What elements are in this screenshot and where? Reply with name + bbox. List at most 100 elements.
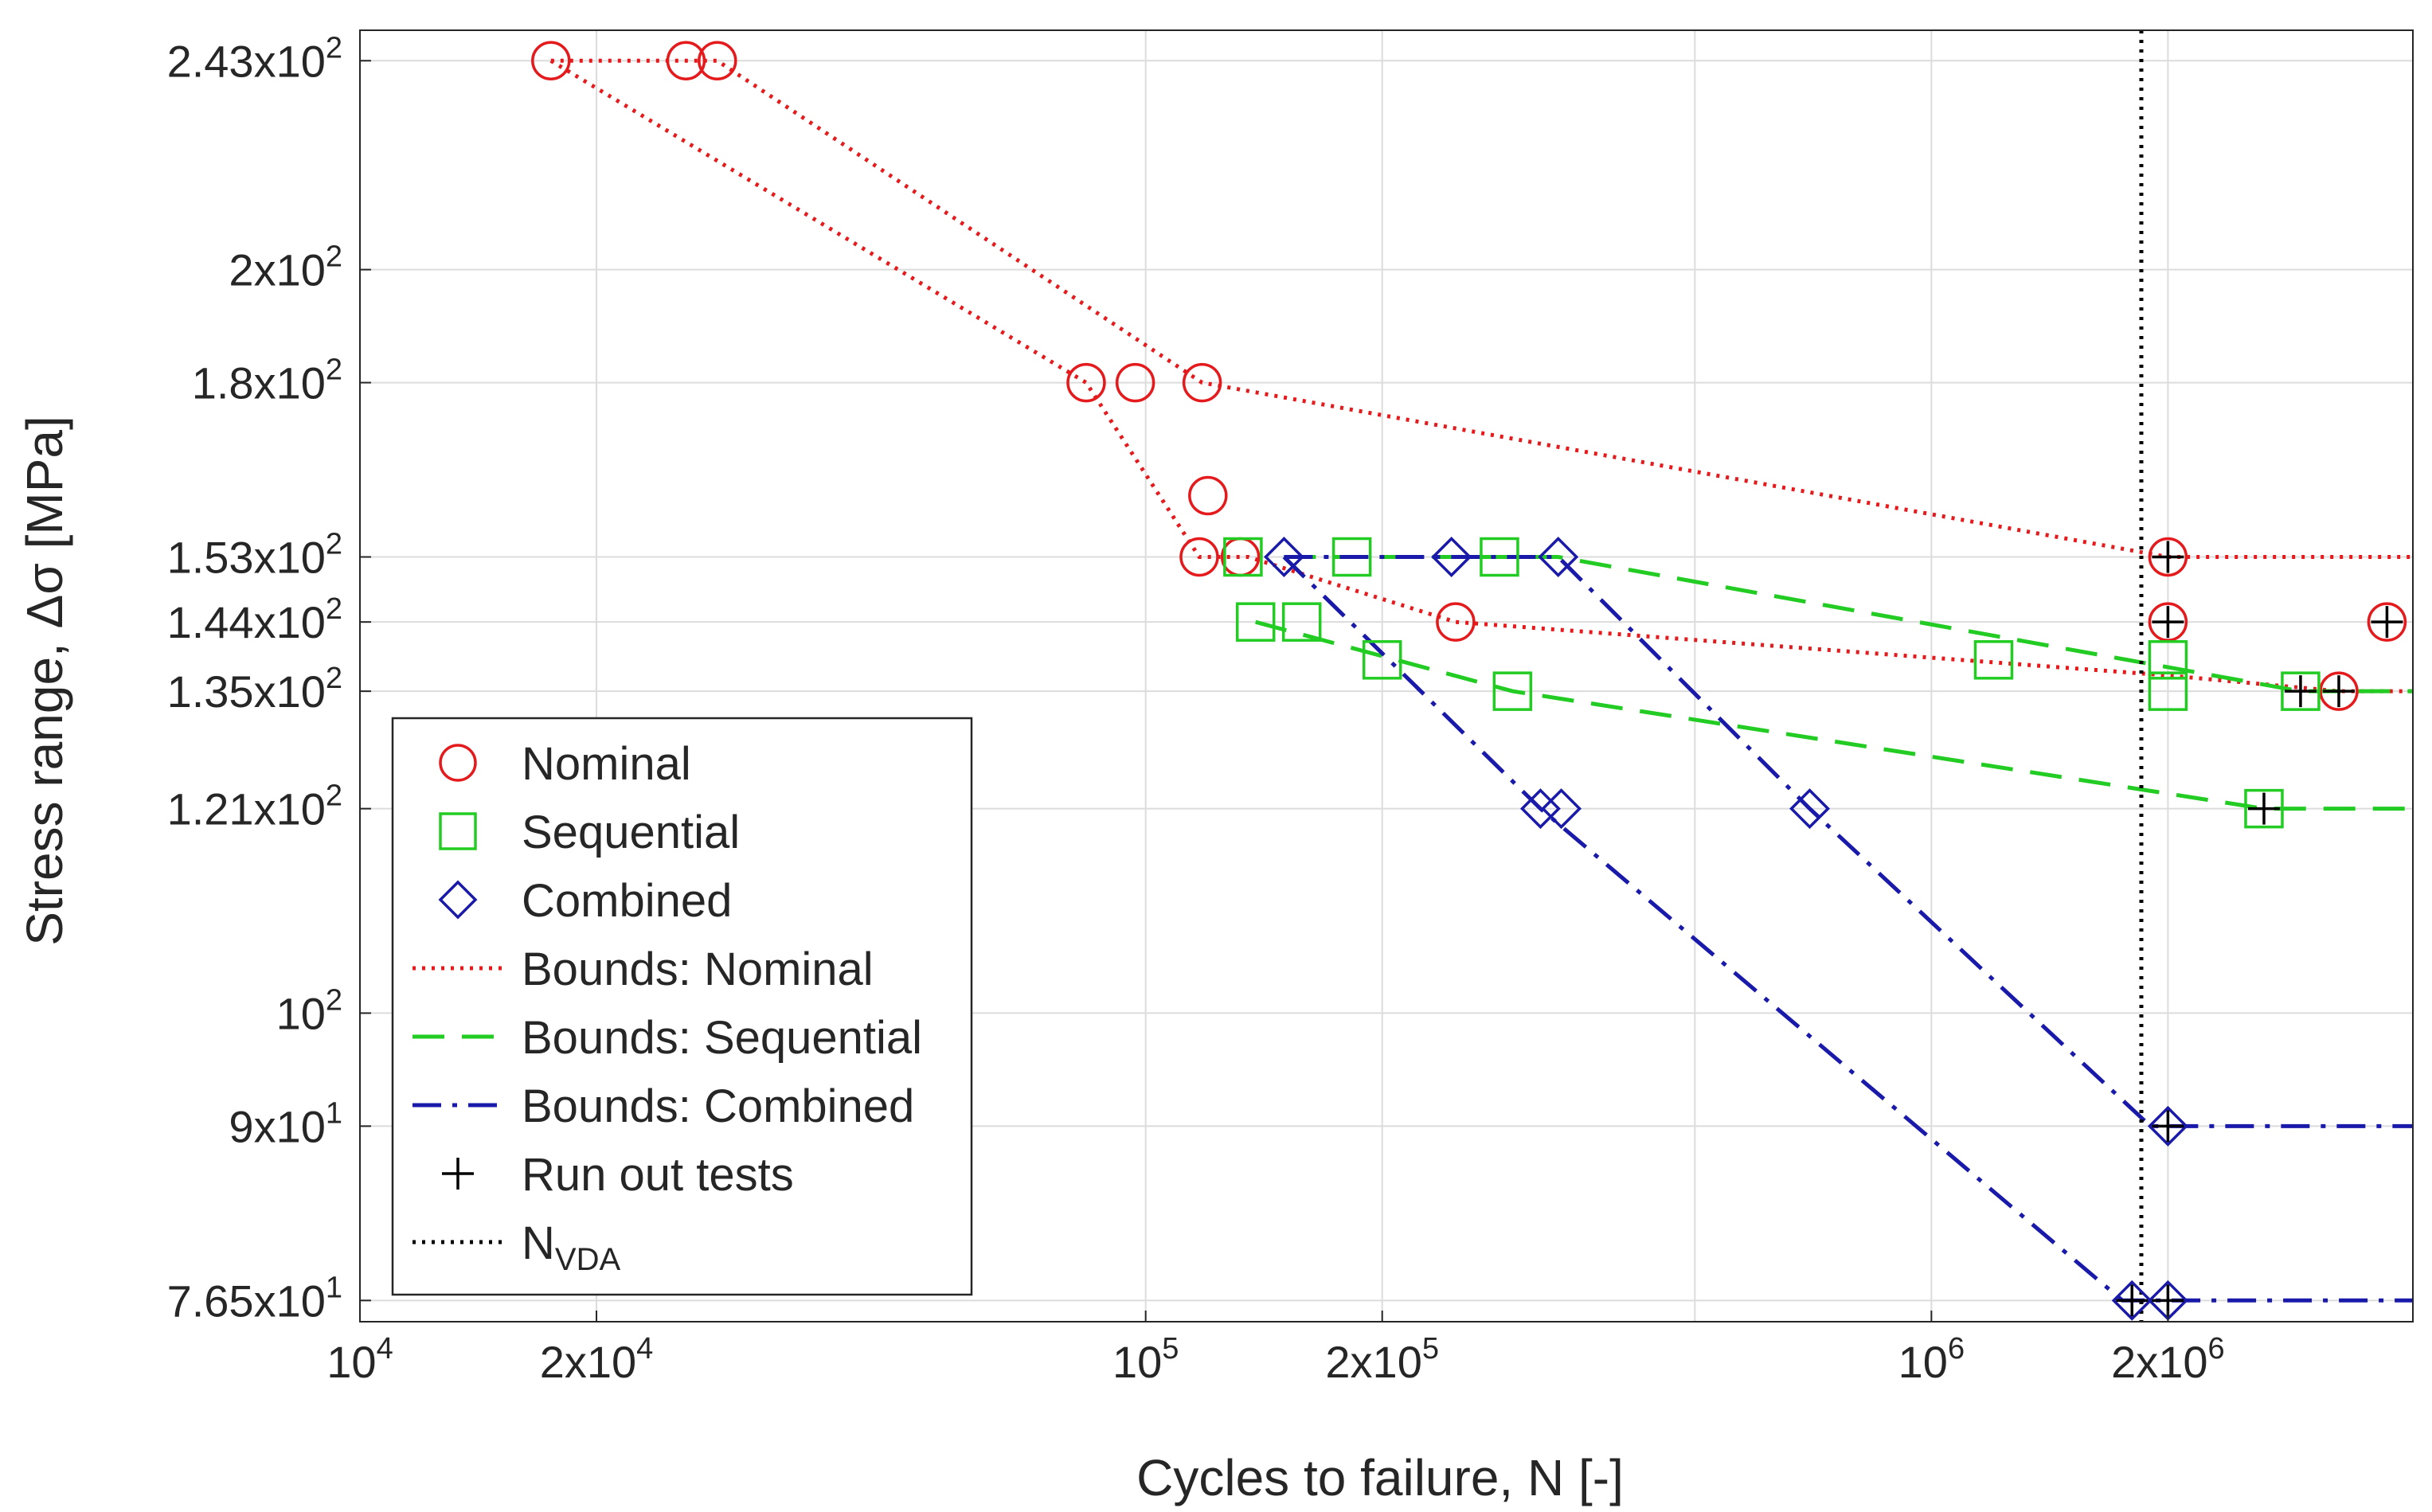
legend-label-text: N	[522, 1217, 555, 1269]
nominal-marker	[666, 41, 706, 81]
combined-marker	[1541, 788, 1582, 830]
y-tick-base: 9x10	[229, 1101, 325, 1151]
y-tick-label: 2.43x102	[167, 31, 342, 86]
y-tick-label: 1.44x102	[167, 592, 342, 647]
bound-lines	[549, 30, 2413, 1322]
x-tick-exp: 4	[377, 1332, 393, 1365]
sequential-marker	[2148, 671, 2188, 711]
legend-label-sub: VDA	[555, 1242, 621, 1277]
run-out-tests-marker	[2371, 606, 2403, 639]
x-tick-exp: 5	[1422, 1332, 1439, 1365]
combined-marker	[2147, 1105, 2188, 1147]
legend-label-text: Bounds: Sequential	[522, 1012, 922, 1064]
legend-label: Combined	[522, 875, 732, 927]
y-tick-base: 7.65x10	[167, 1276, 326, 1326]
y-axis-label: Stress range, Δσ [MPa]	[16, 416, 73, 946]
sequential-marker	[1331, 537, 1372, 577]
legend-entry: Bounds: Sequential	[413, 1012, 922, 1064]
y-tick-label: 1.21x102	[167, 779, 342, 834]
legend-label-text: Run out tests	[522, 1149, 794, 1201]
sequential-marker	[1281, 602, 1322, 642]
legend-symbol-diamond	[438, 880, 478, 920]
nominal-marker	[1179, 537, 1219, 577]
legend-label: Bounds: Nominal	[522, 944, 874, 995]
sequential-marker	[1235, 602, 1276, 642]
y-tick-label: 1.35x102	[167, 662, 342, 717]
x-tick-label: 2x106	[2111, 1332, 2225, 1387]
legend-symbol-circle	[439, 744, 477, 782]
x-tick-base: 2x10	[2111, 1337, 2207, 1387]
y-tick-base: 2.43x10	[167, 36, 326, 86]
nominal-marker	[531, 41, 571, 81]
legend-entry: Combined	[438, 875, 732, 927]
x-tick-label: 104	[326, 1332, 393, 1387]
legend: Nominal Sequential Combined Bounds: Nominal…	[391, 717, 973, 1296]
y-tick-label: 9x101	[229, 1096, 342, 1151]
x-tick-base: 10	[1112, 1337, 1162, 1387]
data-markers	[531, 41, 2407, 1321]
legend-label-text: Bounds: Nominal	[522, 944, 874, 995]
nominal-marker	[2367, 602, 2407, 642]
nominal-marker	[1115, 362, 1155, 403]
legend-box	[391, 717, 973, 1296]
legend-symbol-plus	[442, 1158, 474, 1190]
combined-marker	[1519, 788, 1561, 830]
nominal-marker	[698, 41, 737, 81]
y-tick-label: 102	[276, 983, 342, 1038]
sequential-marker	[1223, 537, 1263, 577]
y-tick-base: 1.44x10	[167, 597, 326, 647]
run-out-tests-marker	[2116, 1284, 2149, 1317]
x-tick-label: 2x105	[1325, 1332, 1439, 1387]
legend-label: Run out tests	[522, 1149, 794, 1201]
y-tick-label: 2x102	[229, 240, 342, 295]
y-tick-exp: 2	[326, 354, 342, 387]
x-tick-label: 2x104	[540, 1332, 654, 1387]
y-tick-exp: 2	[326, 528, 342, 561]
sequential-marker	[1973, 640, 2014, 680]
plot-frame	[359, 29, 2414, 1323]
sequential-marker	[2148, 640, 2188, 680]
sequential-marker	[2281, 671, 2321, 711]
run-out-tests-marker	[2152, 606, 2184, 639]
legend-label: Nominal	[522, 738, 691, 790]
y-tick-base: 1.8x10	[192, 358, 326, 408]
y-tick-exp: 2	[326, 662, 342, 695]
legend-label-text: Nominal	[522, 738, 691, 790]
combined-marker	[1538, 537, 1579, 577]
legend-entry: Sequential	[439, 807, 740, 858]
combined-marker	[2111, 1280, 2152, 1321]
combined-marker	[1789, 788, 1831, 830]
run-out-tests-marker	[2284, 675, 2317, 708]
y-tick-base: 1.21x10	[167, 784, 326, 834]
bound-line-bounds-nominal	[550, 58, 2413, 559]
bound-line-bounds-sequential	[1255, 619, 2413, 811]
y-axis-ticks: 7.65x1019x1011021.21x1021.35x1021.44x102…	[167, 31, 371, 1326]
x-tick-exp: 4	[636, 1332, 653, 1365]
nominal-marker	[1188, 475, 1228, 516]
x-tick-base: 10	[326, 1337, 376, 1387]
y-tick-base: 10	[276, 988, 326, 1038]
bound-line-bounds-sequential	[1284, 555, 2413, 693]
x-axis-label: Cycles to failure, N [-]	[1136, 1449, 1624, 1506]
y-tick-base: 1.53x10	[167, 533, 326, 583]
run-out-tests-marker	[2152, 1110, 2184, 1143]
y-tick-exp: 2	[326, 779, 342, 813]
legend-label: NVDA	[522, 1217, 620, 1277]
nominal-marker	[1066, 362, 1106, 403]
y-tick-base: 1.35x10	[167, 666, 326, 717]
x-tick-exp: 5	[1162, 1332, 1179, 1365]
y-tick-base: 2x10	[229, 245, 325, 295]
nominal-marker	[2148, 537, 2188, 577]
sequential-marker	[1492, 671, 1533, 711]
sequential-marker	[1480, 537, 1519, 577]
x-tick-label: 105	[1112, 1332, 1179, 1387]
run-out-tests-marker	[2322, 675, 2355, 708]
legend-entry: Bounds: Nominal	[413, 944, 874, 995]
y-tick-label: 7.65x101	[167, 1271, 342, 1326]
y-tick-exp: 2	[326, 31, 342, 64]
legend-label-text: Combined	[522, 875, 732, 927]
x-tick-exp: 6	[1948, 1332, 1965, 1365]
combined-marker	[1431, 537, 1472, 577]
